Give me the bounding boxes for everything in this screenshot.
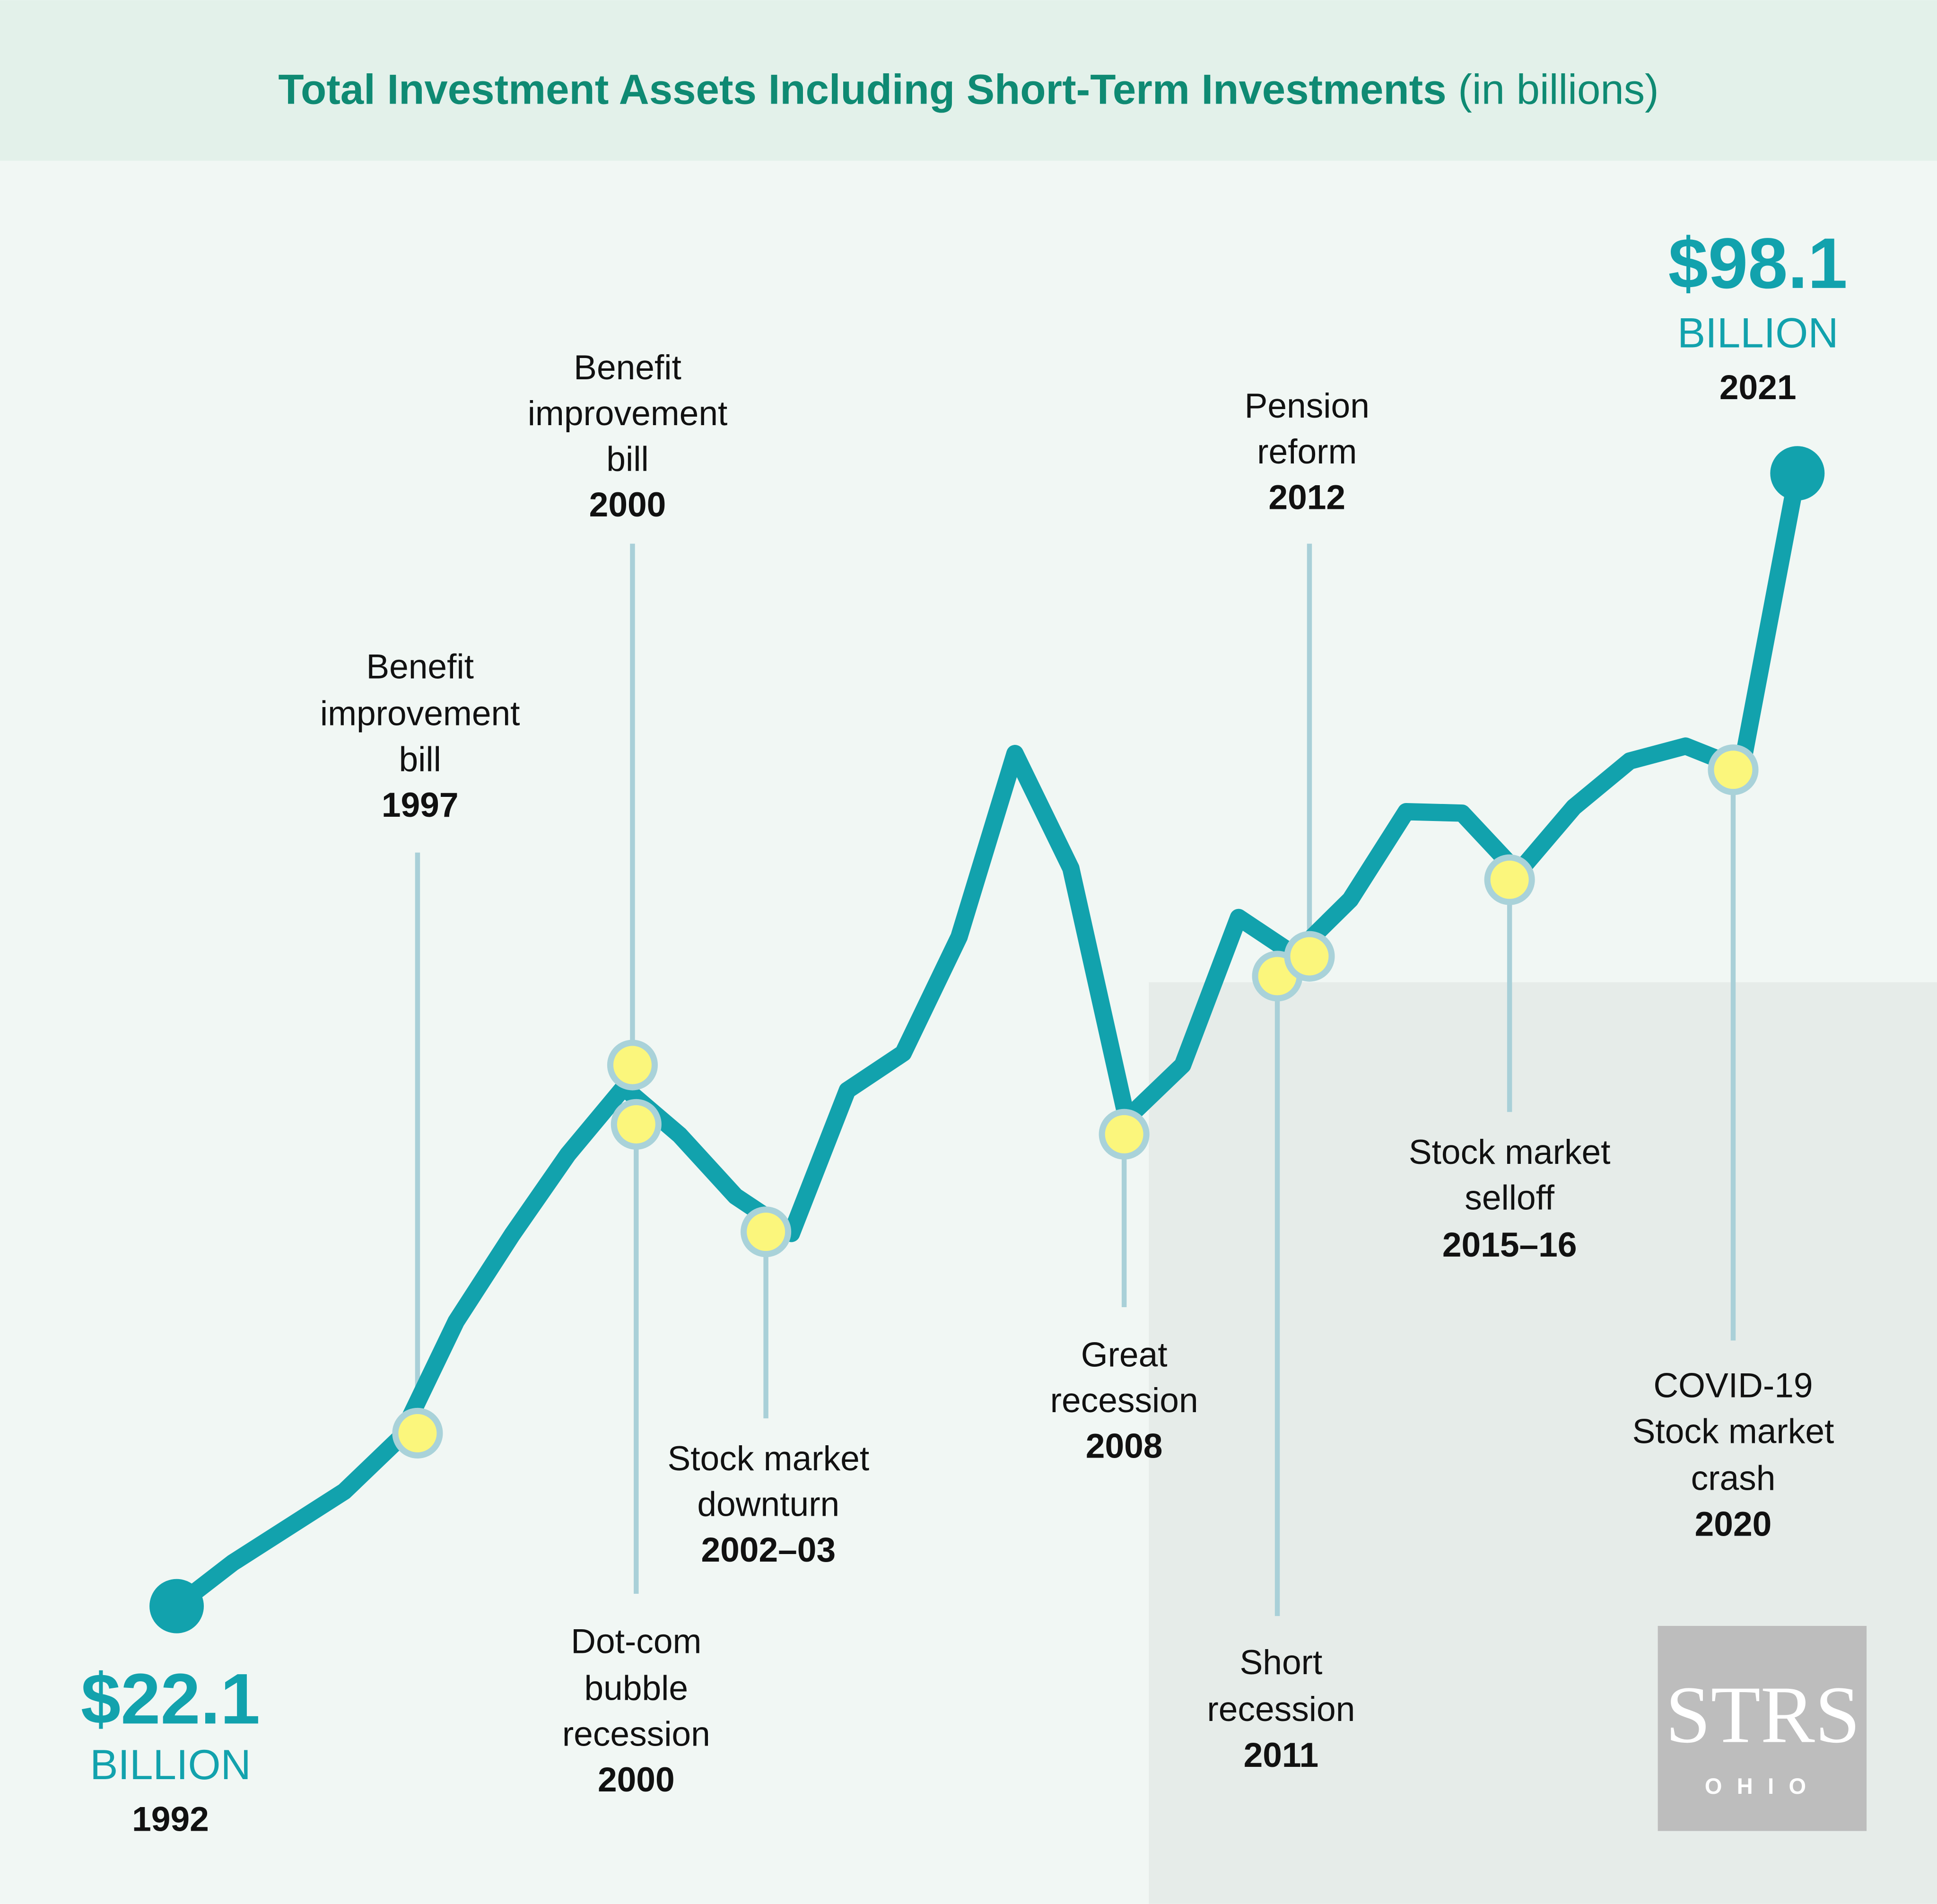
endpoint	[1770, 446, 1825, 501]
annotation-text: recession	[562, 1715, 710, 1753]
unit-label: BILLION	[90, 1741, 251, 1788]
endpoint	[149, 1579, 204, 1633]
annotation-text: improvement	[528, 394, 728, 433]
title-note: (in billions)	[1458, 66, 1658, 113]
title-main: Total Investment Assets Including Short-…	[278, 66, 1446, 113]
annotation-text: Benefit	[574, 349, 681, 387]
annotation-year: 2008	[1086, 1427, 1163, 1466]
logo-sub: OHIO	[1705, 1773, 1821, 1799]
annotation-dot	[1099, 1109, 1150, 1160]
annotation-dot	[741, 1206, 792, 1258]
annotation-text: bubble	[585, 1669, 689, 1708]
annotation-dot	[1708, 744, 1759, 795]
annotation-dot	[611, 1099, 662, 1150]
annotation-text: recession	[1207, 1690, 1355, 1729]
annotation-text: bill	[606, 440, 648, 479]
annotation-text: Benefit	[366, 647, 474, 686]
header-band	[0, 0, 1937, 161]
annotation-year: 2012	[1268, 479, 1345, 517]
logo-text: STRS	[1666, 1670, 1860, 1760]
annotation-text: Great	[1081, 1336, 1168, 1374]
year-label: 2021	[1719, 368, 1797, 407]
value-label: $22.1	[81, 1659, 260, 1739]
annotation-dot	[607, 1039, 658, 1091]
annotation-text: Pension	[1245, 387, 1370, 425]
annotation-text: Stock market	[667, 1440, 869, 1478]
annotation-year: 2015–16	[1442, 1226, 1577, 1264]
annotation-year: 2002–03	[701, 1531, 836, 1569]
year-label: 1992	[132, 1800, 209, 1839]
annotation-dot	[1484, 854, 1535, 905]
annotation-year: 2020	[1695, 1505, 1772, 1543]
annotation-text: bill	[399, 740, 441, 778]
logo-box	[1658, 1625, 1867, 1831]
unit-label: BILLION	[1677, 309, 1839, 356]
annotation-year: 2000	[589, 486, 666, 524]
annotation-text: Short	[1240, 1643, 1323, 1682]
value-label: $98.1	[1668, 224, 1848, 304]
annotation-text: crash	[1691, 1459, 1776, 1498]
annotation-dot	[1284, 931, 1335, 982]
annotation-text: downturn	[697, 1485, 839, 1523]
annotation-text: selloff	[1465, 1179, 1554, 1217]
annotation-text: recession	[1050, 1381, 1198, 1420]
chart-title: Total Investment Assets Including Short-…	[278, 66, 1658, 113]
annotation-dot	[392, 1407, 443, 1459]
annotation-year: 1997	[382, 786, 459, 824]
annotation-text: COVID-19	[1653, 1367, 1813, 1405]
annotation-text: reform	[1257, 433, 1357, 471]
annotation-text: Stock market	[1632, 1412, 1834, 1450]
annotation-year: 2011	[1244, 1736, 1319, 1774]
annotation-text: improvement	[320, 695, 520, 733]
annotation-text: Dot-com	[571, 1622, 701, 1660]
annotation-text: Stock market	[1409, 1133, 1611, 1171]
annotation-year: 2000	[598, 1761, 675, 1799]
